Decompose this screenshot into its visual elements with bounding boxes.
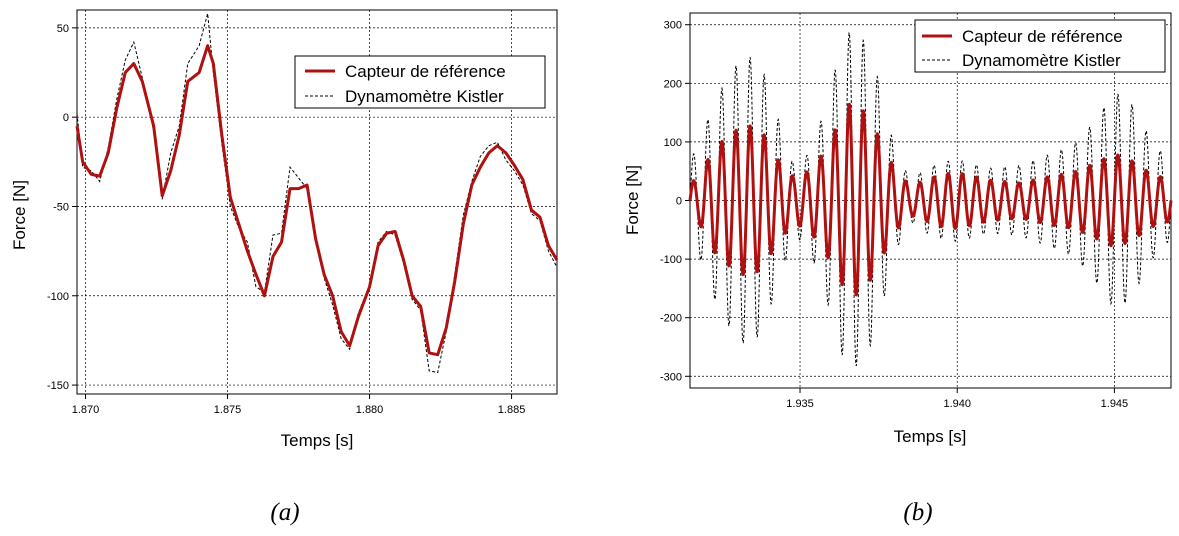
chart-a-xlabel: Temps [s]: [281, 431, 354, 450]
chart-a: 1.870 1.875 1.880 1.885 50 0 -50 -100 -150 Capte…: [10, 9, 559, 526]
chart-a-legend-box: [294, 55, 546, 109]
series-line-kistler: [689, 31, 1172, 367]
chart-a-ylabel: Force [N]: [10, 180, 29, 250]
chart-a-caption: (a): [270, 499, 299, 526]
chart-b-caption: (b): [903, 499, 932, 526]
chart-a-legend: Capteur de référence Dynamomètre Kistler: [294, 55, 546, 109]
chart-b-lines: [688, 31, 1173, 367]
chart-b-ylabel: Force [N]: [623, 165, 642, 235]
chart-b-legend-label-kistler: Dynamomètre Kistler: [962, 51, 1121, 70]
chart-b: 1.935 1.940 1.945 300 200 100 0 -100 -200 -300 Ca…: [623, 12, 1173, 526]
y-tick-label: -150: [47, 380, 69, 392]
y-tick-label: -100: [660, 254, 682, 266]
y-tick-label: 100: [664, 137, 682, 149]
chart-a-lines: [75, 13, 559, 374]
chart-a-legend-label-kistler: Dynamomètre Kistler: [345, 87, 504, 106]
y-tick-label: 0: [676, 196, 682, 208]
chart-a-ticks: 1.870 1.875 1.880 1.885 50 0 -50 -100 -150: [47, 23, 525, 416]
chart-b-legend-box: [914, 19, 1166, 73]
x-tick-label: 1.940: [943, 398, 971, 410]
chart-b-legend: Capteur de référence Dynamomètre Kistler: [914, 19, 1166, 73]
chart-a-legend-label-ref: Capteur de référence: [345, 62, 506, 81]
chart-b-legend-label-ref: Capteur de référence: [962, 27, 1123, 46]
y-tick-label: 0: [63, 112, 69, 124]
y-tick-label: -50: [53, 201, 69, 213]
x-tick-label: 1.945: [1101, 398, 1129, 410]
series-line-reference: [688, 102, 1173, 297]
y-tick-label: 50: [57, 23, 69, 35]
chart-b-xlabel: Temps [s]: [894, 427, 967, 446]
chart-b-ticks: 1.935 1.940 1.945 300 200 100 0 -100 -200 -300: [660, 20, 1128, 410]
y-tick-label: -300: [660, 371, 682, 383]
x-tick-label: 1.870: [72, 404, 100, 416]
chart-a-grid: [77, 10, 557, 394]
x-tick-label: 1.885: [498, 404, 526, 416]
y-tick-label: 300: [664, 20, 682, 32]
x-tick-label: 1.875: [214, 404, 242, 416]
series-line-reference: [75, 44, 559, 357]
x-tick-label: 1.880: [356, 404, 384, 416]
x-tick-label: 1.935: [786, 398, 814, 410]
y-tick-label: 200: [664, 78, 682, 90]
y-tick-label: -100: [47, 291, 69, 303]
y-tick-label: -200: [660, 313, 682, 325]
